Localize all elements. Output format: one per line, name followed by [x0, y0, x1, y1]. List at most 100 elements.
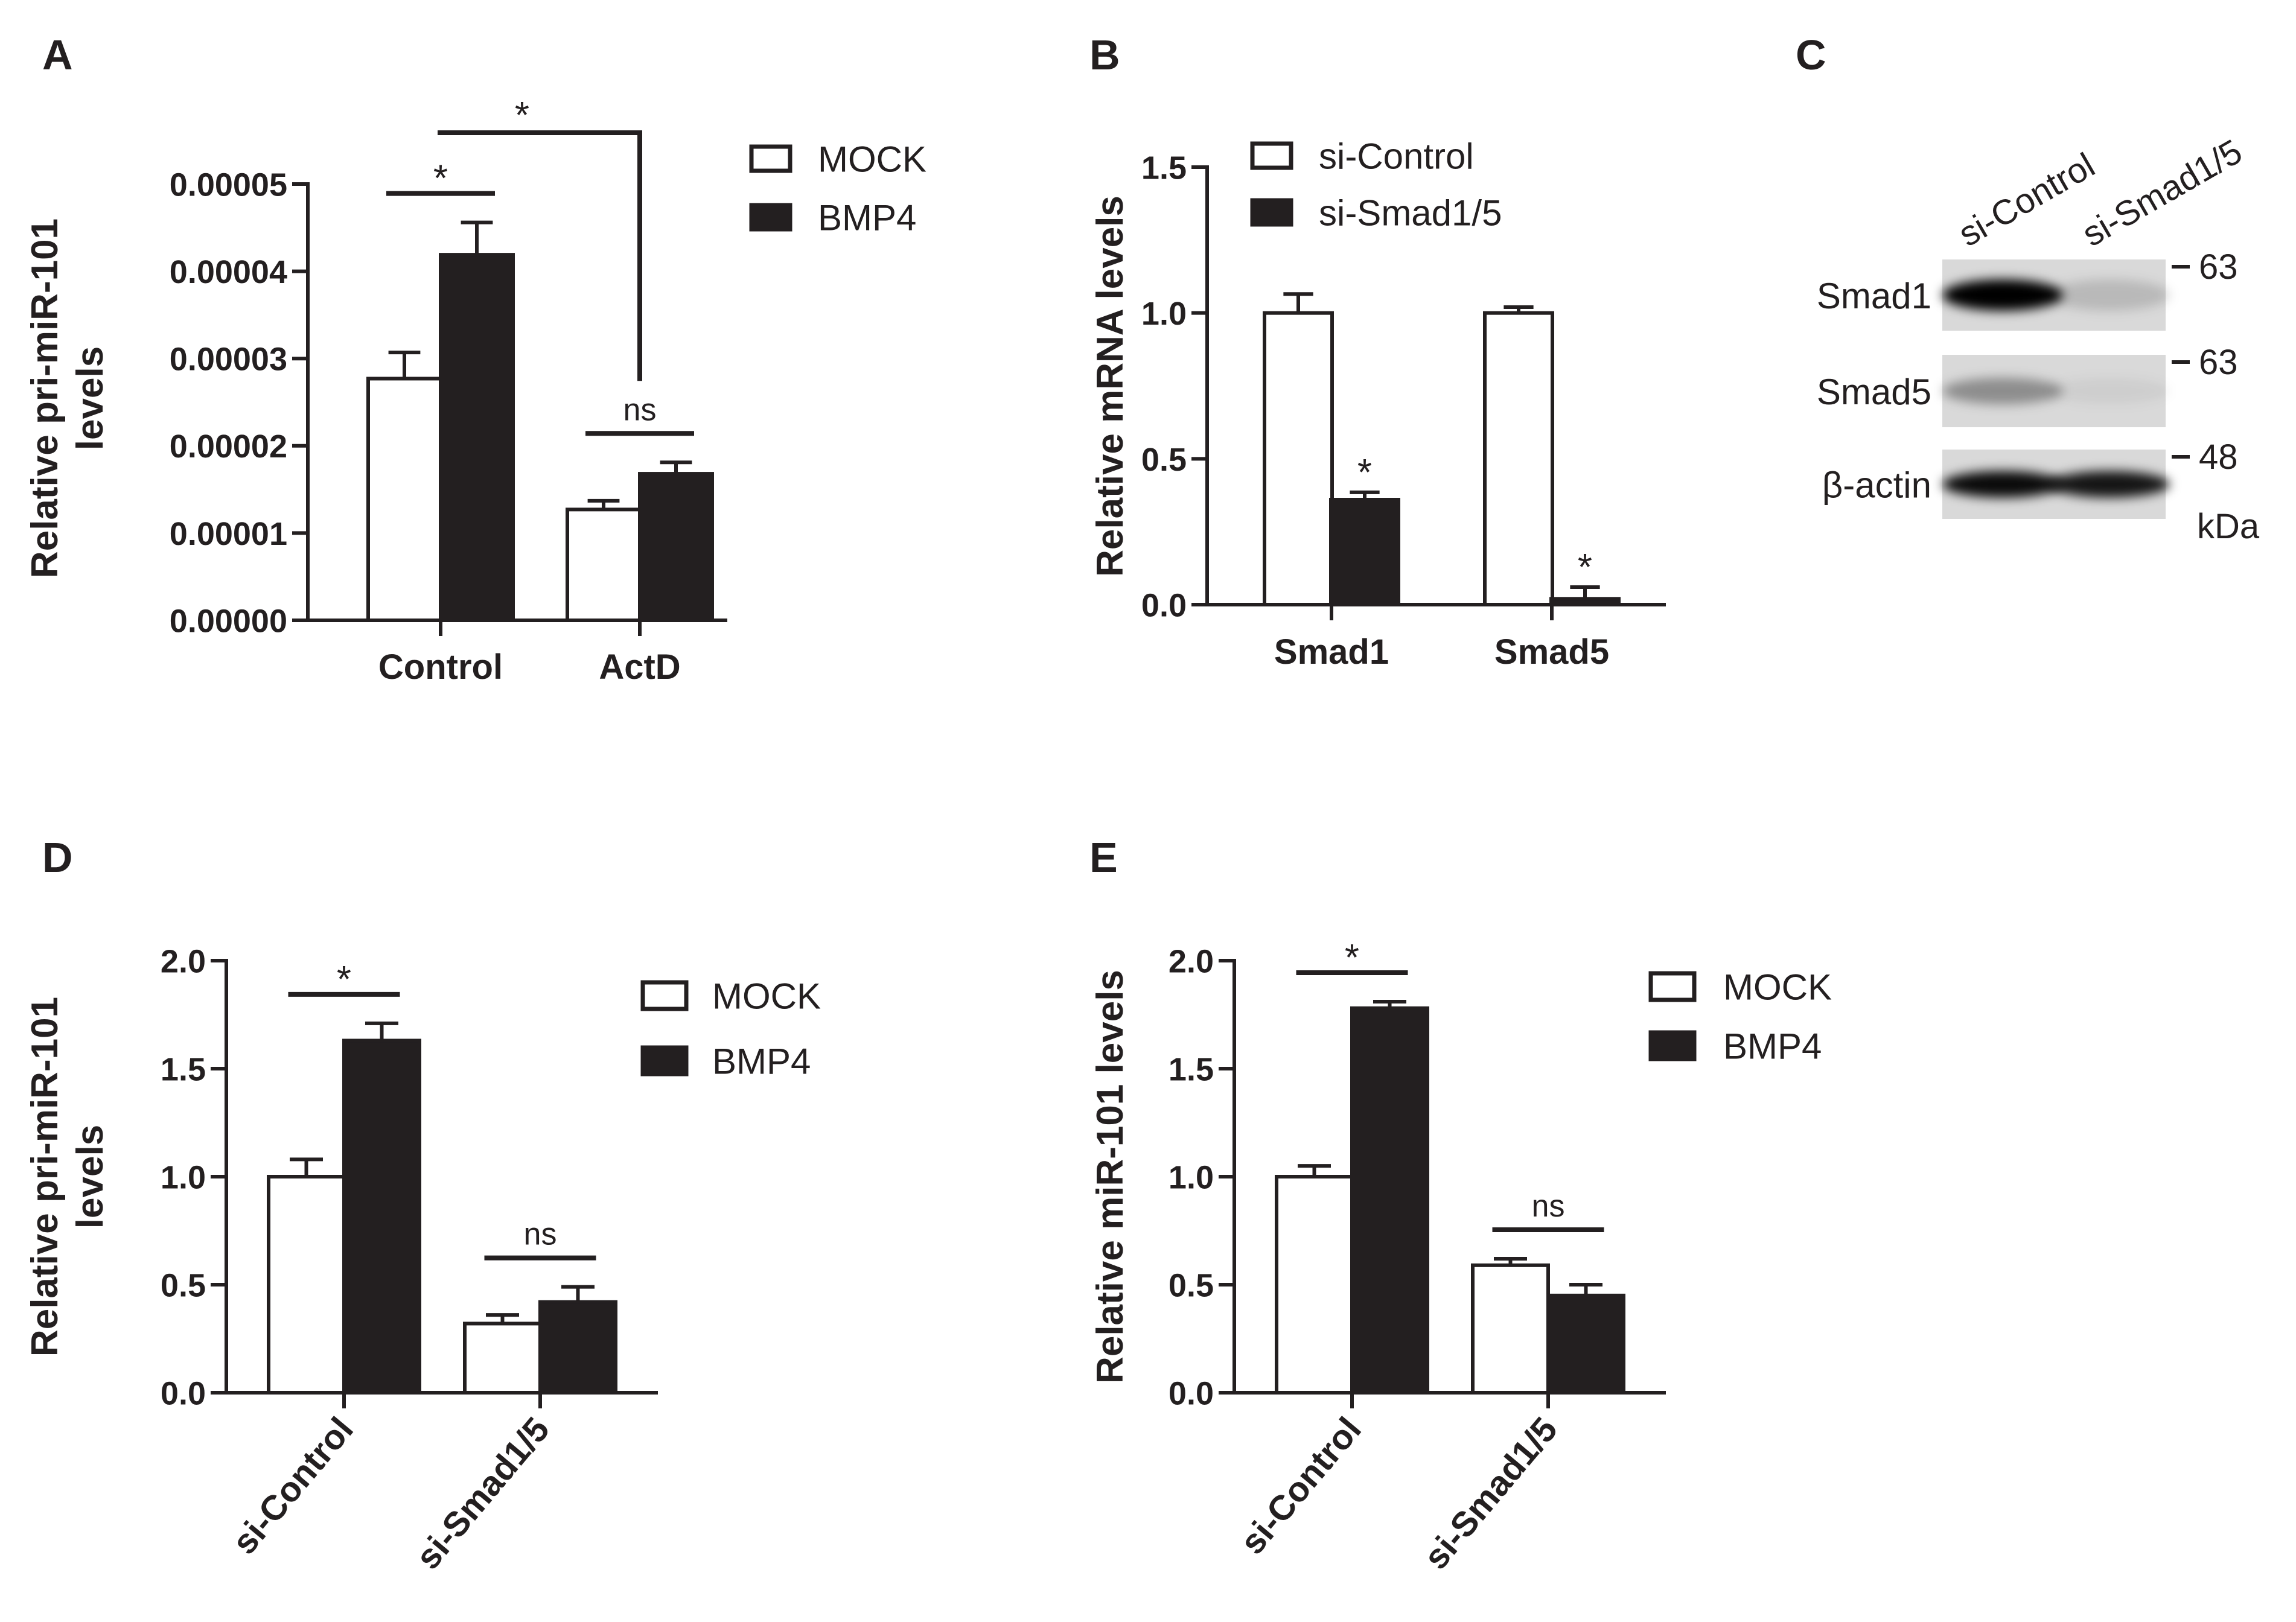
- significance-label: *: [515, 95, 529, 136]
- blot-row-label: Smad1: [1817, 276, 1931, 316]
- y-tick-label: 2.0: [1169, 943, 1214, 979]
- bar: [342, 1038, 421, 1395]
- significance-label: *: [1578, 547, 1592, 588]
- lane-label: si-Control: [1952, 145, 2101, 254]
- y-tick-label: 0.00001: [170, 516, 287, 552]
- y-tick-label: 1.0: [1141, 296, 1187, 332]
- panel-label: A: [42, 31, 73, 78]
- bar: [463, 1321, 542, 1395]
- bar: [1263, 311, 1334, 607]
- bar: [1350, 1006, 1429, 1395]
- chart-panel-a: A Relative pri-miR-101 levels 0.00000 0.0000…: [24, 31, 926, 687]
- significance-label: ns: [1532, 1189, 1565, 1224]
- y-tick-label: 0.5: [1141, 442, 1187, 478]
- panel-label: B: [1089, 31, 1120, 78]
- y-tick-label: 2.0: [161, 943, 206, 979]
- bar: [439, 253, 515, 623]
- bar: [1546, 1293, 1625, 1395]
- marker-label: 48: [2199, 437, 2238, 477]
- blot-band: [2049, 279, 2170, 311]
- legend-label: BMP4: [1723, 1026, 1822, 1067]
- significance-label: *: [337, 959, 351, 1000]
- y-tick-label: 1.0: [161, 1159, 206, 1195]
- marker-label: 63: [2199, 343, 2238, 382]
- legend-swatch: [640, 980, 689, 1011]
- y-axis-label: Relative mRNA levels: [1089, 196, 1131, 577]
- y-tick-label: 0.00000: [170, 603, 287, 639]
- y-tick-label: 0.0: [1169, 1375, 1214, 1411]
- panel-label: D: [42, 834, 73, 881]
- y-axis-label: levels: [69, 1125, 111, 1229]
- x-tick-label: Smad1: [1274, 632, 1389, 672]
- y-axis-label: levels: [69, 346, 111, 450]
- marker-label: 63: [2199, 247, 2238, 287]
- panel-label: E: [1089, 834, 1118, 881]
- y-tick-label: 0.0: [161, 1375, 206, 1411]
- bar: [1275, 1175, 1354, 1395]
- chart-panel-b: B Relative mRNA levels 0.0 0.5 1.0 1.5 Smad1 Sm…: [1089, 31, 1666, 672]
- legend-label: BMP4: [818, 198, 916, 238]
- legend-swatch: [1648, 1030, 1697, 1061]
- bar: [538, 1300, 617, 1395]
- chart-panel-e: E Relative miR-101 levels 0.0 0.5 1.0 1.5 2.0 s…: [1089, 834, 1832, 1577]
- y-tick-label: 0.0: [1141, 587, 1187, 623]
- y-tick-label: 0.5: [1169, 1267, 1214, 1303]
- significance-label: *: [1345, 937, 1359, 979]
- y-tick-label: 0.00003: [170, 342, 287, 378]
- blot-band: [1942, 279, 2063, 311]
- bar: [366, 377, 442, 622]
- bar: [1329, 498, 1400, 606]
- chart-panel-d: D Relative pri-miR-101 levels 0.0 0.5 1.0 1.5 2…: [24, 834, 821, 1577]
- bar: [267, 1175, 346, 1395]
- significance-bracket: [438, 130, 642, 381]
- bar: [566, 507, 642, 622]
- y-tick-label: 0.00002: [170, 428, 287, 465]
- legend-swatch: [1250, 198, 1293, 227]
- legend-label: si-Smad1/5: [1319, 193, 1502, 234]
- legend-label: MOCK: [818, 139, 926, 180]
- bar: [1549, 597, 1621, 606]
- blot-row-label: β-actin: [1822, 465, 1931, 506]
- significance-label: ns: [524, 1217, 557, 1252]
- y-tick-label: 1.5: [1141, 150, 1187, 186]
- legend-label: MOCK: [712, 976, 821, 1017]
- legend-swatch: [1648, 971, 1697, 1002]
- legend-label: si-Control: [1319, 136, 1474, 177]
- blot-band: [2049, 378, 2170, 404]
- significance-label: ns: [623, 392, 657, 427]
- legend-swatch: [1250, 141, 1293, 170]
- legend-swatch: [640, 1045, 689, 1077]
- x-tick-label: Smad5: [1494, 632, 1609, 672]
- x-tick-label: si-Control: [225, 1410, 361, 1562]
- x-tick-label: si-Smad1/5: [408, 1410, 557, 1577]
- legend-swatch: [749, 203, 792, 232]
- y-tick-label: 0.00004: [170, 254, 287, 290]
- y-tick-label: 1.5: [1169, 1051, 1214, 1087]
- legend-swatch: [749, 144, 792, 173]
- legend-label: BMP4: [712, 1042, 811, 1082]
- x-tick-label: Control: [378, 647, 503, 687]
- x-tick-label: ActD: [599, 647, 680, 687]
- significance-label: *: [433, 158, 448, 200]
- marker-unit: kDa: [2197, 507, 2260, 546]
- y-tick-label: 0.00005: [170, 167, 287, 203]
- x-tick-label: si-Control: [1233, 1410, 1369, 1562]
- y-tick-label: 0.5: [161, 1267, 206, 1303]
- blot-band: [2049, 471, 2170, 498]
- y-tick-label: 1.0: [1169, 1159, 1214, 1195]
- significance-label: *: [1357, 452, 1372, 494]
- panel-label: C: [1796, 31, 1826, 78]
- y-axis-label: Relative pri-miR-101: [24, 997, 66, 1356]
- y-axis-label: Relative miR-101 levels: [1089, 970, 1131, 1384]
- blot-row-label: Smad5: [1817, 372, 1931, 412]
- blot-band: [1942, 378, 2063, 404]
- legend-label: MOCK: [1723, 967, 1832, 1008]
- bar: [638, 472, 714, 623]
- x-tick-label: si-Smad1/5: [1416, 1410, 1565, 1577]
- y-axis-label: Relative pri-miR-101: [24, 218, 66, 578]
- y-tick-label: 1.5: [161, 1051, 206, 1087]
- bar: [1471, 1263, 1550, 1395]
- bar: [1483, 311, 1554, 607]
